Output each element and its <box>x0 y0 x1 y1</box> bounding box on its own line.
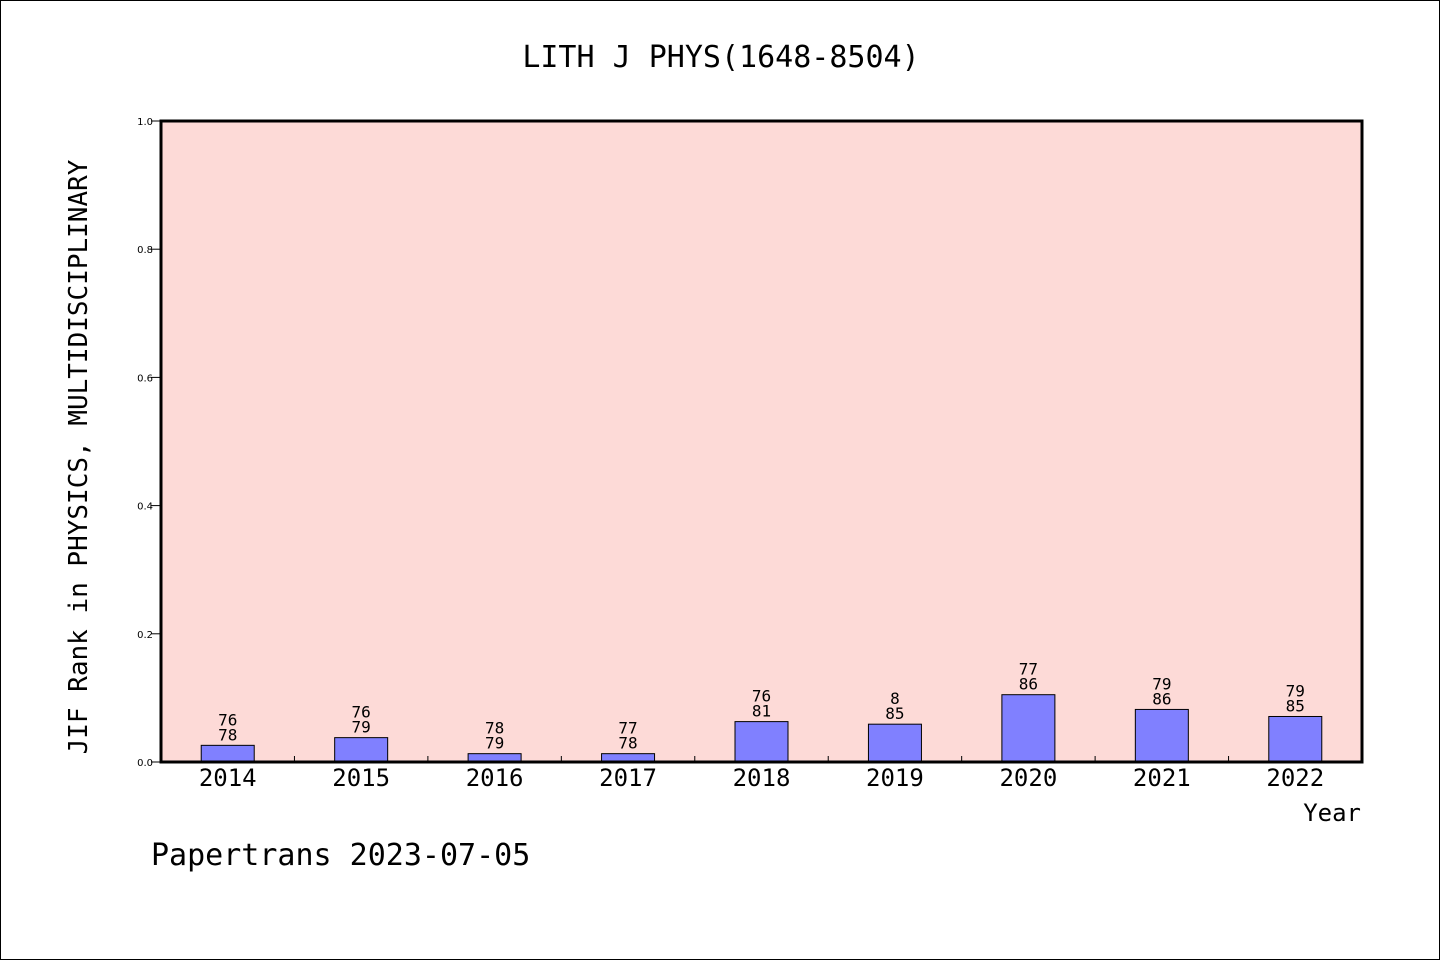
bar-label-bottom-2015: 79 <box>352 718 371 737</box>
bar-label-bottom-2017: 78 <box>618 734 637 753</box>
bar-label-bottom-2022: 85 <box>1286 696 1305 715</box>
x-tick-label-2018: 2018 <box>733 764 791 792</box>
bar-label-top-2016: 78 <box>485 719 504 738</box>
bar-2019 <box>867 723 922 763</box>
y-axis-ticks: 0.0 0.2 0.4 0.6 0.8 1.0 <box>137 117 161 769</box>
x-axis-ticks: 2014 2015 2016 2017 2018 2019 2020 2021 2022 <box>199 756 1324 792</box>
x-tick-label-2019: 2019 <box>866 764 924 792</box>
bar-label-bottom-2014: 78 <box>218 725 237 744</box>
plot-border <box>159 119 1364 764</box>
bar-label-top-2020: 77 <box>1019 660 1038 679</box>
x-tick-label-2021: 2021 <box>1133 764 1191 792</box>
y-tick-label: 0.2 <box>137 630 153 641</box>
bar-label-bottom-2016: 79 <box>485 734 504 753</box>
y-tick-label: 0.6 <box>137 373 153 384</box>
bar-label-bottom-2020: 86 <box>1019 675 1038 694</box>
bar-label-top-2015: 76 <box>352 703 371 722</box>
bar-2021 <box>1134 708 1189 763</box>
bar-label-top-2017: 77 <box>618 719 637 738</box>
x-tick-label-2022: 2022 <box>1266 764 1324 792</box>
bar-label-top-2022: 79 <box>1286 681 1305 700</box>
bar-2020 <box>1001 694 1056 763</box>
bar-label-bottom-2019: 85 <box>885 704 904 723</box>
y-tick-label: 0.0 <box>137 758 153 769</box>
x-tick-label-2015: 2015 <box>332 764 390 792</box>
bar-label-bottom-2018: 81 <box>752 702 771 721</box>
footer-text: Papertrans 2023-07-05 <box>151 838 530 873</box>
bar-2015 <box>334 737 389 763</box>
bar-label-top-2021: 79 <box>1152 674 1171 693</box>
x-axis-label: Year <box>1303 799 1361 827</box>
bar-label-top-2019: 8 <box>890 689 900 708</box>
y-tick-label: 0.8 <box>137 245 153 256</box>
y-tick-label: 0.4 <box>137 502 153 513</box>
x-tick-label-2016: 2016 <box>466 764 524 792</box>
bar-label-bottom-2021: 86 <box>1152 689 1171 708</box>
bar-label-top-2014: 76 <box>218 710 237 729</box>
y-axis-label: JIF Rank in PHYSICS, MULTIDISCIPLINARY <box>64 159 94 754</box>
bar-2018 <box>734 721 789 763</box>
x-tick-label-2020: 2020 <box>999 764 1057 792</box>
bar-2022 <box>1268 715 1323 763</box>
x-tick-label-2017: 2017 <box>599 764 657 792</box>
x-tick-label-2014: 2014 <box>199 764 257 792</box>
y-tick-label: 1.0 <box>137 117 153 128</box>
chart-title: LITH J PHYS(1648-8504) <box>522 40 919 75</box>
plot-area <box>161 121 1362 762</box>
bar-label-top-2018: 76 <box>752 687 771 706</box>
bar-2014 <box>200 744 255 763</box>
